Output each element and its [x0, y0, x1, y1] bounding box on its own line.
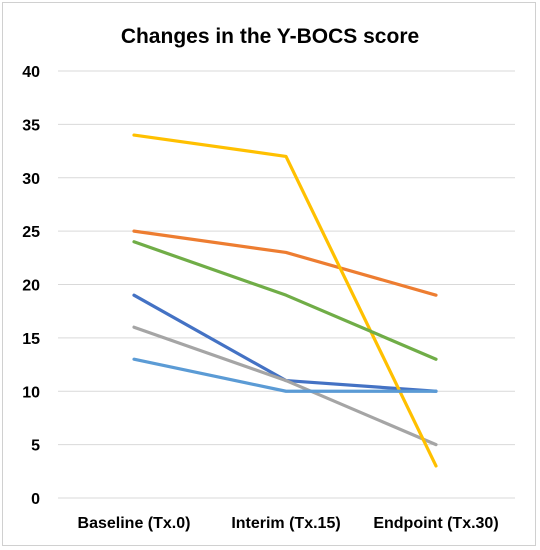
y-tick-label: 35: [22, 117, 40, 134]
gridlines: [58, 70, 515, 499]
series-line-5: [132, 357, 438, 393]
y-axis-tick-labels: 0 5 10 15 20 25 30 35 40: [22, 64, 40, 508]
chart-title: Changes in the Y-BOCS score: [121, 25, 419, 48]
series-line-6: [132, 240, 438, 361]
series-lines: [132, 133, 438, 468]
series-line-2: [132, 229, 438, 297]
y-tick-label: 15: [22, 331, 40, 348]
y-tick-label: 0: [31, 491, 40, 508]
y-tick-label: 5: [31, 438, 40, 455]
x-axis-tick-labels: Baseline (Tx.0) Interim (Tx.15) Endpoint (…: [78, 515, 499, 532]
y-tick-label: 20: [22, 278, 40, 295]
y-tick-label: 10: [22, 384, 40, 401]
y-tick-label: 30: [22, 171, 40, 188]
series-line-3: [132, 325, 438, 447]
x-tick-label: Interim (Tx.15): [231, 515, 340, 532]
y-tick-label: 25: [22, 224, 40, 241]
x-tick-label: Endpoint (Tx.30): [373, 515, 498, 532]
x-tick-label: Baseline (Tx.0): [78, 515, 191, 532]
series-line-4: [132, 133, 438, 468]
chart-frame: [2, 2, 536, 546]
y-tick-label: 40: [22, 64, 40, 81]
